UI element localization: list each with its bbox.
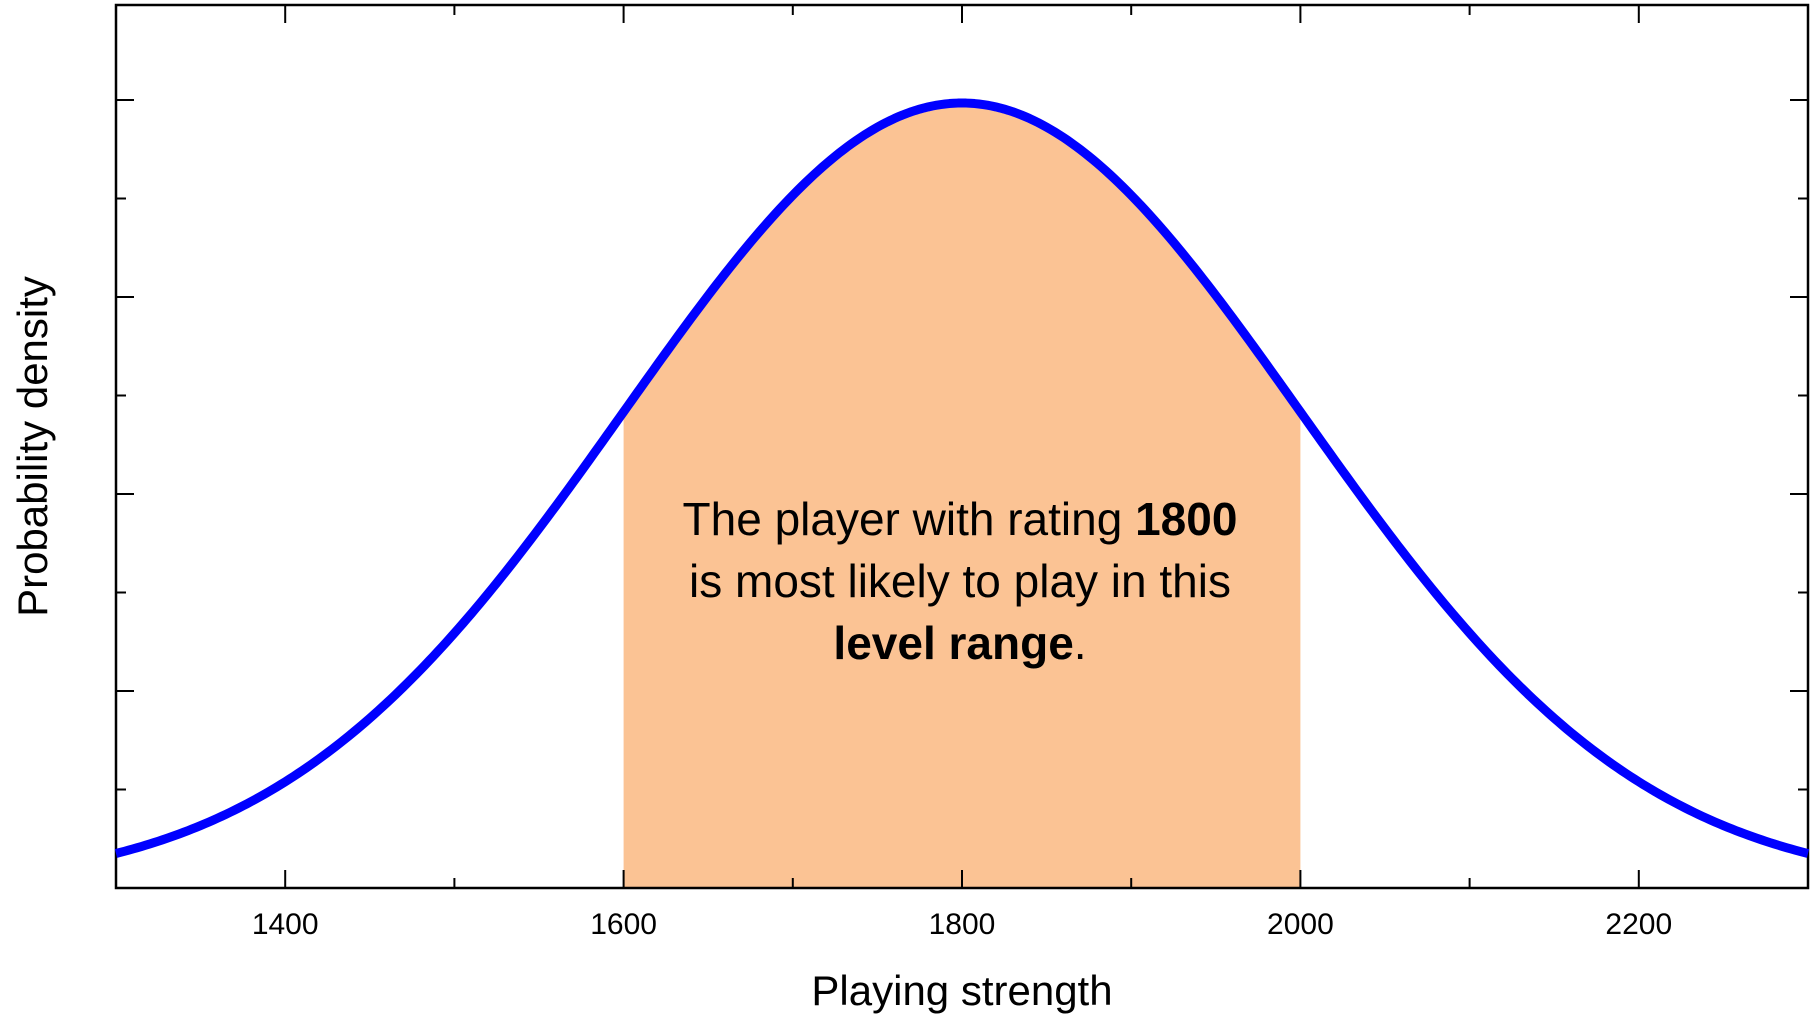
axis-ticks [116, 5, 1808, 888]
shaded-level-range [623, 103, 1301, 888]
annotation-line-1-text: The player with rating [682, 493, 1136, 545]
x-axis-title: Playing strength [811, 967, 1112, 1014]
y-axis-title: Probability density [9, 276, 56, 617]
annotation-level-range: level range [833, 617, 1074, 669]
x-tick-label: 1800 [929, 908, 996, 941]
range-annotation: The player with rating 1800 is most like… [620, 488, 1300, 674]
x-tick-label: 1600 [590, 908, 657, 941]
annotation-line-2: is most likely to play in this [689, 555, 1231, 607]
x-tick-label: 2000 [1267, 908, 1334, 941]
annotation-period: . [1073, 617, 1087, 669]
x-tick-label: 1400 [252, 908, 319, 941]
annotation-line-3: level range. [620, 612, 1300, 674]
shaded-area [623, 103, 1301, 888]
annotation-line-1: The player with rating 1800 [620, 488, 1300, 550]
annotation-rating: 1800 [1135, 493, 1238, 545]
tick-labels: 1400 1600 1800 2000 2200 [252, 908, 1672, 941]
x-tick-label: 2200 [1605, 908, 1672, 941]
density-line [114, 98, 1810, 858]
density-curve [114, 98, 1810, 858]
